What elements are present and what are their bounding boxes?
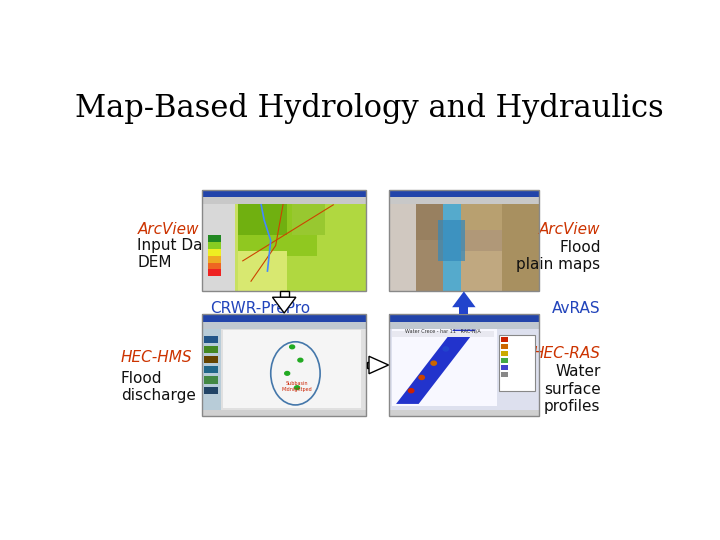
Bar: [208, 269, 221, 276]
Text: ArcView: ArcView: [539, 221, 600, 237]
Circle shape: [408, 389, 414, 393]
Polygon shape: [452, 292, 476, 307]
Text: ArcView: ArcView: [138, 221, 199, 237]
Bar: [204, 366, 218, 373]
Bar: [501, 365, 508, 370]
Text: Map-Based Hydrology and Hydraulics: Map-Based Hydrology and Hydraulics: [75, 93, 663, 124]
Bar: [208, 242, 221, 249]
Text: HEC-RAS: HEC-RAS: [533, 346, 600, 361]
Polygon shape: [396, 329, 476, 404]
Circle shape: [419, 375, 424, 380]
Text: Water
surface
profiles: Water surface profiles: [544, 364, 600, 414]
Bar: [279, 292, 289, 297]
Bar: [202, 190, 366, 292]
Bar: [389, 314, 539, 416]
Bar: [202, 197, 366, 204]
Bar: [389, 314, 539, 416]
Bar: [238, 251, 287, 292]
Bar: [443, 190, 461, 292]
Bar: [202, 314, 366, 416]
Bar: [202, 190, 235, 292]
Circle shape: [298, 358, 303, 362]
Bar: [501, 344, 508, 349]
Circle shape: [443, 347, 449, 351]
Bar: [501, 351, 508, 356]
Polygon shape: [272, 297, 296, 313]
Bar: [204, 376, 218, 383]
Bar: [456, 190, 502, 230]
Bar: [208, 262, 221, 269]
Bar: [202, 410, 366, 416]
Text: Flood
discharge: Flood discharge: [121, 371, 196, 403]
Circle shape: [284, 372, 289, 375]
Bar: [366, 362, 369, 368]
Bar: [498, 335, 535, 390]
Polygon shape: [369, 356, 389, 374]
Bar: [208, 235, 221, 242]
Bar: [389, 197, 539, 204]
Bar: [392, 327, 497, 406]
Bar: [202, 314, 366, 322]
Bar: [438, 220, 465, 261]
Bar: [204, 356, 218, 363]
Bar: [202, 190, 366, 292]
Bar: [389, 410, 539, 416]
Bar: [238, 190, 287, 235]
Circle shape: [294, 386, 300, 389]
Text: Water Crece - har 11   RAC-N/A: Water Crece - har 11 RAC-N/A: [405, 329, 481, 334]
Bar: [501, 337, 508, 342]
Bar: [502, 190, 539, 292]
Text: CRWR-PrePro: CRWR-PrePro: [210, 301, 310, 315]
Bar: [223, 329, 361, 408]
Bar: [238, 190, 366, 292]
Bar: [389, 190, 539, 292]
Bar: [238, 190, 317, 256]
Bar: [392, 330, 494, 337]
Bar: [389, 190, 415, 292]
Text: Input Data
DEM: Input Data DEM: [138, 238, 218, 270]
Bar: [459, 307, 468, 314]
Bar: [208, 249, 221, 256]
Bar: [204, 336, 218, 343]
Bar: [208, 256, 221, 262]
Bar: [456, 251, 502, 292]
Bar: [501, 373, 508, 377]
Circle shape: [431, 361, 436, 365]
Bar: [415, 240, 454, 292]
Bar: [292, 194, 325, 235]
Text: HEC-HMS: HEC-HMS: [121, 350, 192, 366]
Text: AvRAS: AvRAS: [552, 301, 600, 315]
Bar: [202, 322, 366, 329]
Bar: [389, 190, 539, 197]
Bar: [389, 314, 539, 322]
Circle shape: [289, 345, 294, 349]
Bar: [389, 190, 539, 292]
Bar: [501, 358, 508, 363]
Text: Subbasin
Midnightped: Subbasin Midnightped: [282, 381, 312, 392]
Bar: [204, 387, 218, 394]
Bar: [389, 322, 539, 329]
Bar: [415, 190, 446, 240]
Bar: [202, 314, 366, 416]
Bar: [204, 346, 218, 353]
Bar: [202, 314, 221, 416]
Text: Flood
plain maps: Flood plain maps: [516, 240, 600, 272]
Bar: [202, 190, 366, 197]
